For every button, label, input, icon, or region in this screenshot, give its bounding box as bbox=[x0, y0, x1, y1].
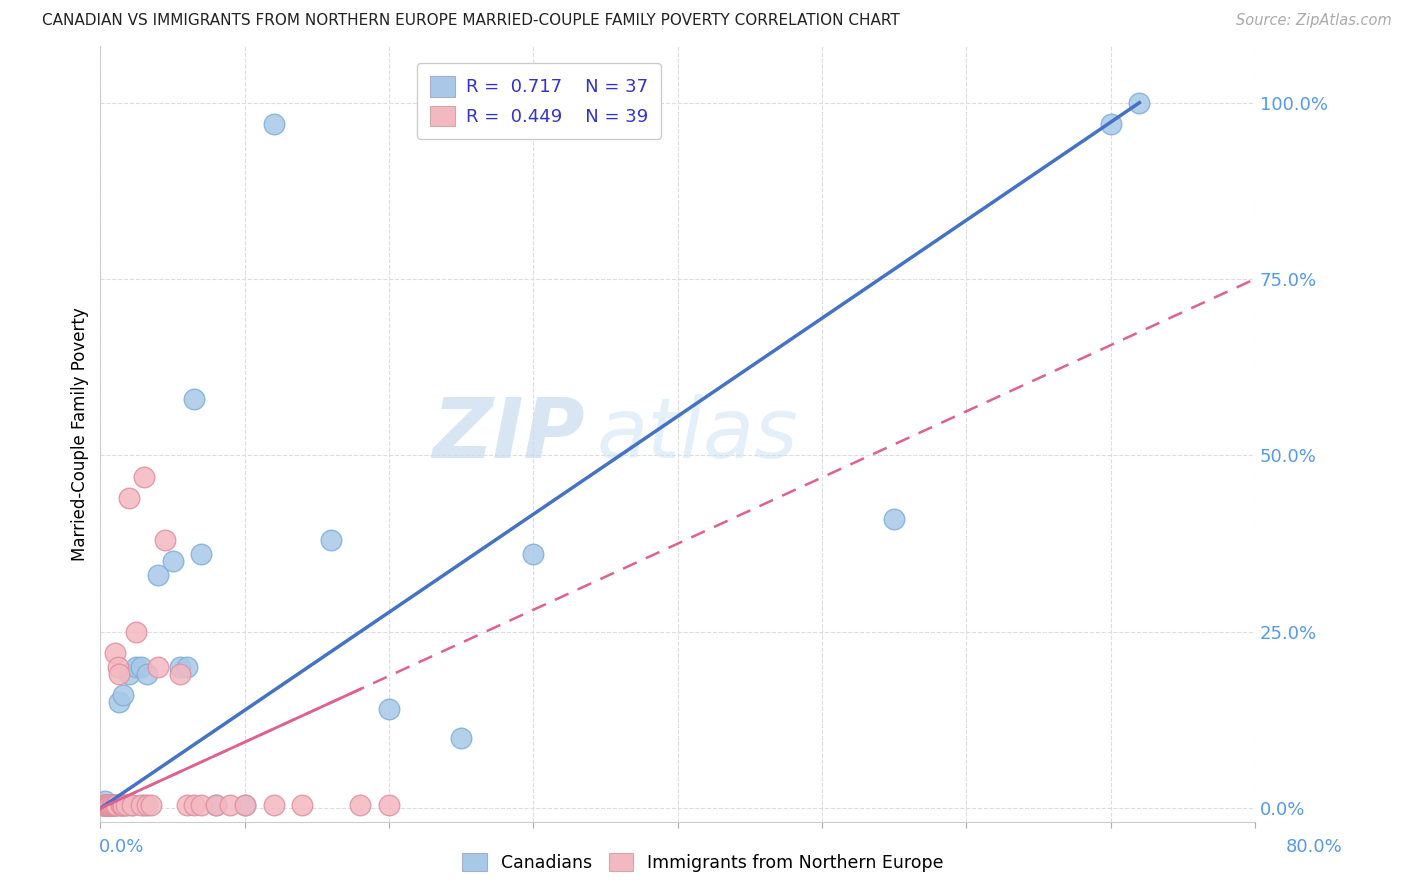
Point bbox=[233, 797, 256, 812]
Point bbox=[1099, 117, 1122, 131]
Y-axis label: Married-Couple Family Poverty: Married-Couple Family Poverty bbox=[72, 308, 89, 561]
Point bbox=[155, 533, 177, 548]
Point bbox=[146, 660, 169, 674]
Point bbox=[121, 797, 143, 812]
Point bbox=[94, 797, 117, 812]
Point bbox=[204, 797, 226, 812]
Point bbox=[378, 797, 401, 812]
Point bbox=[450, 731, 472, 745]
Text: atlas: atlas bbox=[596, 393, 799, 475]
Point bbox=[125, 660, 148, 674]
Point bbox=[93, 794, 115, 808]
Point bbox=[139, 797, 162, 812]
Point bbox=[219, 797, 242, 812]
Point bbox=[135, 797, 157, 812]
Point bbox=[183, 797, 205, 812]
Point bbox=[103, 797, 125, 812]
Point bbox=[100, 797, 122, 812]
Point bbox=[129, 660, 152, 674]
Point bbox=[115, 797, 138, 812]
Point bbox=[378, 702, 401, 716]
Point bbox=[233, 797, 256, 812]
Point bbox=[112, 797, 135, 812]
Point bbox=[204, 797, 226, 812]
Point bbox=[121, 797, 143, 812]
Point bbox=[103, 797, 125, 812]
Point bbox=[108, 667, 131, 681]
Point bbox=[91, 797, 114, 812]
Point bbox=[135, 667, 157, 681]
Point bbox=[263, 797, 285, 812]
Point bbox=[104, 797, 127, 812]
Point bbox=[90, 797, 112, 812]
Point bbox=[291, 797, 314, 812]
Point bbox=[125, 624, 148, 639]
Text: CANADIAN VS IMMIGRANTS FROM NORTHERN EUROPE MARRIED-COUPLE FAMILY POVERTY CORREL: CANADIAN VS IMMIGRANTS FROM NORTHERN EUR… bbox=[42, 13, 900, 29]
Point bbox=[321, 533, 343, 548]
Text: ZIP: ZIP bbox=[433, 393, 585, 475]
Point bbox=[263, 117, 285, 131]
Point bbox=[107, 797, 129, 812]
Point bbox=[93, 797, 115, 812]
Point bbox=[1128, 95, 1150, 110]
Text: 80.0%: 80.0% bbox=[1286, 838, 1343, 855]
Point bbox=[522, 547, 544, 561]
Point bbox=[190, 797, 212, 812]
Point bbox=[183, 392, 205, 406]
Point bbox=[111, 797, 134, 812]
Point bbox=[91, 797, 114, 812]
Point bbox=[98, 797, 121, 812]
Point bbox=[105, 797, 128, 812]
Point bbox=[97, 797, 120, 812]
Point bbox=[100, 797, 122, 812]
Point bbox=[101, 797, 124, 812]
Point bbox=[104, 646, 127, 660]
Point bbox=[118, 491, 141, 505]
Point bbox=[112, 689, 135, 703]
Point bbox=[104, 797, 127, 812]
Point bbox=[176, 797, 198, 812]
Point bbox=[132, 469, 155, 483]
Point bbox=[176, 660, 198, 674]
Point bbox=[349, 797, 371, 812]
Point bbox=[169, 667, 191, 681]
Point bbox=[98, 797, 121, 812]
Point bbox=[118, 667, 141, 681]
Text: Source: ZipAtlas.com: Source: ZipAtlas.com bbox=[1236, 13, 1392, 29]
Point bbox=[110, 797, 132, 812]
Point bbox=[97, 797, 120, 812]
Point bbox=[132, 797, 155, 812]
Point bbox=[115, 797, 138, 812]
Point bbox=[883, 512, 905, 526]
Point bbox=[111, 797, 134, 812]
Point bbox=[107, 660, 129, 674]
Point bbox=[94, 797, 117, 812]
Legend: R =  0.717    N = 37, R =  0.449    N = 39: R = 0.717 N = 37, R = 0.449 N = 39 bbox=[418, 63, 661, 139]
Point bbox=[162, 554, 184, 568]
Point bbox=[93, 797, 115, 812]
Point bbox=[101, 797, 124, 812]
Point bbox=[169, 660, 191, 674]
Point bbox=[190, 547, 212, 561]
Point bbox=[129, 797, 152, 812]
Legend: Canadians, Immigrants from Northern Europe: Canadians, Immigrants from Northern Euro… bbox=[456, 847, 950, 879]
Text: 0.0%: 0.0% bbox=[98, 838, 143, 855]
Point bbox=[93, 797, 115, 812]
Point bbox=[146, 568, 169, 582]
Point bbox=[108, 695, 131, 709]
